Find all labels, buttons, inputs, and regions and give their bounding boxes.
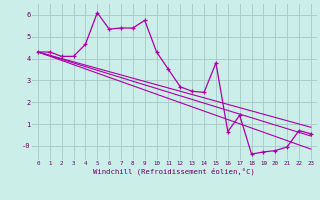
X-axis label: Windchill (Refroidissement éolien,°C): Windchill (Refroidissement éolien,°C) <box>93 168 255 175</box>
